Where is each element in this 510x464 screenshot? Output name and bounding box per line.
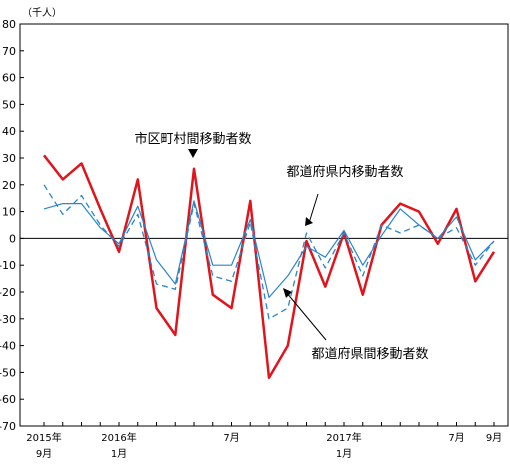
y-tick-label: -40	[0, 340, 16, 353]
y-tick-label: 0	[9, 232, 16, 245]
annotation-arrow-line	[285, 291, 327, 341]
y-tick-label: -70	[0, 420, 16, 433]
x-tick-label-sub: 1月	[111, 448, 127, 460]
annotation-arrowhead-icon	[305, 217, 313, 226]
y-tick-label: -20	[0, 286, 16, 299]
annotation-arrow-line	[308, 193, 319, 224]
x-tick-label: 7月	[223, 432, 239, 444]
y-tick-label: -50	[0, 366, 16, 379]
y-tick-label: 30	[2, 152, 16, 165]
prefecture-within-line	[43, 184, 495, 320]
annotation-prefecture-within: 都道府県内移動者数	[286, 164, 403, 180]
x-tick-label: 2016年	[101, 431, 136, 444]
x-tick-label: 2015年	[26, 431, 61, 444]
y-tick-label: 50	[2, 98, 16, 111]
y-tick-label: 60	[2, 72, 16, 85]
annotation-municipal-between: 市区町村間移動者数	[134, 131, 251, 147]
prefecture-between-line	[43, 154, 496, 380]
y-tick-label: 40	[2, 125, 16, 138]
x-tick-label: 9月	[486, 432, 502, 444]
plot-frame	[19, 23, 509, 427]
y-tick-label: 20	[2, 179, 16, 192]
annotation-arrowhead-icon	[283, 288, 292, 298]
y-tick-label: -10	[0, 259, 16, 272]
annotation-prefecture-between: 都道府県間移動者数	[311, 347, 428, 362]
y-tick-label: -60	[0, 393, 16, 406]
y-tick-label: 70	[2, 45, 16, 58]
annotation-arrow-down-icon	[188, 149, 198, 158]
y-tick-label: 10	[2, 206, 16, 219]
x-tick-label: 2017年	[326, 431, 361, 444]
y-tick-label: 80	[2, 18, 16, 31]
x-tick-label: 7月	[448, 432, 464, 444]
y-tick-label: -30	[0, 313, 16, 326]
municipal-between-line	[43, 200, 495, 298]
x-tick-label-sub: 9月	[36, 448, 52, 460]
unit-label: （千人）	[22, 7, 62, 19]
x-tick-label-sub: 1月	[336, 448, 352, 460]
